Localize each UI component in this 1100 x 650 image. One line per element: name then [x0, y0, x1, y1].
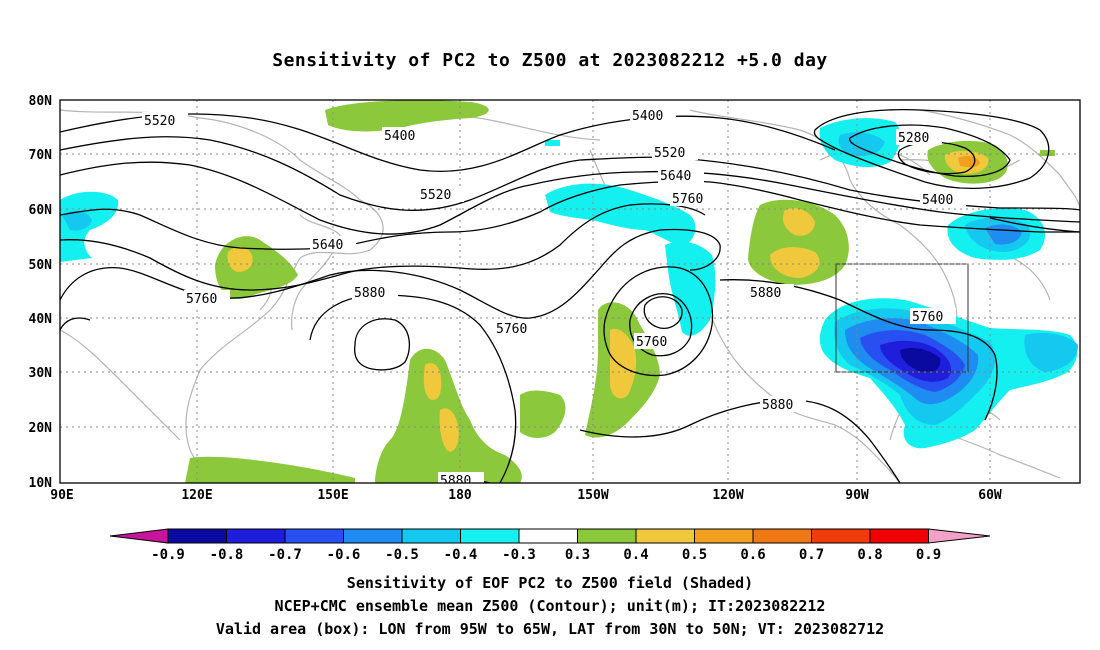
contour-label: 5760 — [496, 322, 527, 337]
colorbar-swatch — [343, 528, 403, 544]
colorbar-label: 0.3 — [565, 547, 590, 563]
colorbar-swatch — [577, 528, 637, 544]
lon-label: 120W — [712, 488, 743, 503]
colorbar-label: -0.5 — [385, 547, 419, 563]
colorbar-swatch — [635, 528, 695, 544]
contour-label: 5280 — [898, 131, 929, 146]
sensitivity-shading — [60, 100, 1078, 483]
colorbar-label: 0.4 — [623, 547, 648, 563]
lat-label: 10N — [29, 476, 53, 491]
colorbar-label: 0.7 — [799, 547, 824, 563]
contour-label: 5760 — [636, 335, 667, 350]
contour-label: 5400 — [922, 193, 953, 208]
lon-label: 180 — [448, 488, 472, 503]
lat-label: 60N — [29, 203, 53, 218]
colorbar-swatch — [752, 528, 812, 544]
colorbar: -0.9 -0.8 -0.7 -0.6 -0.5 -0.4 -0.3 0.3 0.4 0.5 0.6… — [109, 528, 991, 563]
map-frame — [59, 99, 1081, 484]
contour-labels: 5520 5400 5400 5280 5520 5640 5520 5760 … — [142, 107, 966, 489]
lat-label: 40N — [29, 312, 53, 327]
lon-label: 150E — [317, 488, 348, 503]
contour-label: 5400 — [632, 109, 663, 124]
footer-caption-1: Sensitivity of EOF PC2 to Z500 field (Sh… — [346, 574, 754, 592]
colorbar-label: 0.5 — [682, 547, 707, 563]
lon-label: 60W — [978, 488, 1002, 503]
colorbar-swatch — [284, 528, 344, 544]
colorbar-label: 0.8 — [857, 547, 882, 563]
contour-label: 5640 — [312, 238, 343, 253]
gridlines — [60, 100, 1080, 483]
contour-label: 5880 — [440, 474, 471, 489]
footer-caption-2: NCEP+CMC ensemble mean Z500 (Contour); u… — [274, 597, 826, 615]
contour-label: 5880 — [762, 398, 793, 413]
lat-label: 30N — [29, 366, 53, 381]
colorbar-swatch — [401, 528, 461, 544]
contour-label: 5520 — [144, 114, 175, 129]
contour-label: 5760 — [912, 310, 943, 325]
colorbar-swatch — [869, 528, 929, 544]
lon-label: 90E — [50, 488, 73, 503]
contour-label: 5760 — [672, 192, 703, 207]
lon-label: 150W — [577, 488, 608, 503]
colorbar-swatch — [518, 528, 578, 544]
contour-label: 5880 — [750, 286, 781, 301]
lat-label: 80N — [29, 94, 53, 109]
contour-label: 5640 — [660, 169, 691, 184]
colorbar-label: -0.9 — [151, 547, 185, 563]
lon-axis: 90E 120E 150E 180 150W 120W 90W 60W — [50, 488, 1002, 503]
colorbar-label: -0.7 — [268, 547, 302, 563]
colorbar-low-extend — [109, 528, 169, 544]
lon-label: 90W — [845, 488, 869, 503]
colorbar-swatch — [226, 528, 286, 544]
colorbar-label: -0.3 — [502, 547, 536, 563]
colorbar-label: 0.6 — [740, 547, 765, 563]
colorbar-high-extend — [928, 528, 991, 544]
chart-title: Sensitivity of PC2 to Z500 at 2023082212… — [272, 50, 828, 71]
colorbar-label: 0.9 — [916, 547, 941, 563]
colorbar-label: -0.6 — [327, 547, 361, 563]
colorbar-label: -0.8 — [210, 547, 244, 563]
lat-label: 20N — [29, 421, 53, 436]
footer-caption-3: Valid area (box): LON from 95W to 65W, L… — [215, 620, 885, 638]
colorbar-swatch — [694, 528, 754, 544]
contour-label: 5760 — [186, 292, 217, 307]
lon-label: 120E — [181, 488, 212, 503]
colorbar-swatch — [811, 528, 871, 544]
colorbar-label: -0.4 — [444, 547, 478, 563]
colorbar-swatch — [460, 528, 520, 544]
colorbar-swatch — [167, 528, 227, 544]
lat-axis: 80N 70N 60N 50N 40N 30N 20N 10N — [29, 94, 53, 491]
lat-label: 50N — [29, 258, 53, 273]
contour-label: 5520 — [420, 188, 451, 203]
contour-label: 5520 — [654, 146, 685, 161]
contour-label: 5880 — [354, 286, 385, 301]
map-layers: 5520 5400 5400 5280 5520 5640 5520 5760 … — [60, 100, 1080, 489]
lat-label: 70N — [29, 148, 53, 163]
contour-label: 5400 — [384, 129, 415, 144]
